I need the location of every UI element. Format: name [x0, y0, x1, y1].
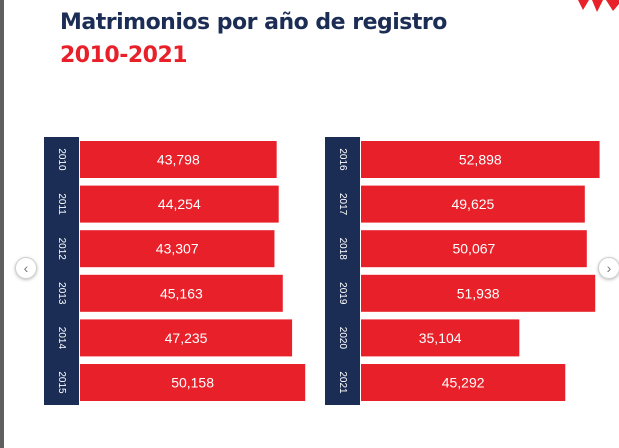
- bar-2021: [361, 364, 566, 401]
- page-subtitle: 2010-2021: [60, 43, 188, 68]
- bar-value-label: 43,798: [157, 152, 200, 168]
- carousel-prev-button[interactable]: ‹: [15, 257, 37, 279]
- year-tick-label: 2014: [56, 327, 67, 350]
- bar-2016: [361, 141, 600, 178]
- year-tick-label: 2019: [337, 282, 348, 305]
- bar-value-label: 50,158: [171, 375, 214, 391]
- bar-2018: [361, 230, 587, 268]
- window-edge: [0, 0, 4, 448]
- bar-value-label: 45,163: [160, 285, 203, 301]
- year-tick-label: 2013: [56, 282, 67, 305]
- bar-2010: [80, 141, 277, 178]
- bar-2013: [80, 274, 283, 312]
- bar-2015: [80, 364, 306, 401]
- year-tick-label: 2010: [56, 148, 67, 171]
- year-tick-label: 2016: [337, 148, 348, 171]
- year-axis-strip: [325, 137, 360, 405]
- chevron-left-icon: ‹: [23, 260, 29, 276]
- bar-value-label: 43,307: [156, 241, 199, 257]
- year-tick-label: 2012: [56, 238, 67, 261]
- year-axis-strip: [44, 137, 79, 405]
- bar-value-label: 50,067: [452, 241, 495, 257]
- carousel-next-button[interactable]: ›: [598, 257, 619, 279]
- bar-value-label: 45,292: [442, 375, 485, 391]
- brand-logo-icon: [578, 0, 619, 12]
- bar-value-label: 51,938: [457, 285, 500, 301]
- year-tick-label: 2011: [56, 193, 67, 215]
- bar-2019: [361, 274, 596, 312]
- bar-2012: [80, 230, 275, 268]
- year-tick-label: 2017: [337, 193, 348, 216]
- bar-value-label: 52,898: [459, 152, 502, 168]
- bar-2017: [361, 185, 585, 223]
- bar-value-label: 44,254: [158, 196, 201, 212]
- bar-value-label: 49,625: [451, 196, 494, 212]
- page-title: Matrimonios por año de registro: [60, 10, 447, 35]
- year-tick-label: 2021: [337, 371, 348, 394]
- bar-2014: [80, 319, 293, 357]
- bar-value-label: 47,235: [165, 330, 208, 346]
- chevron-right-icon: ›: [606, 260, 612, 276]
- year-tick-label: 2015: [56, 371, 67, 394]
- bar-2020: [361, 319, 520, 357]
- bar-2011: [80, 185, 279, 223]
- bar-value-label: 35,104: [419, 330, 462, 346]
- year-tick-label: 2018: [337, 238, 348, 261]
- year-tick-label: 2020: [337, 327, 348, 350]
